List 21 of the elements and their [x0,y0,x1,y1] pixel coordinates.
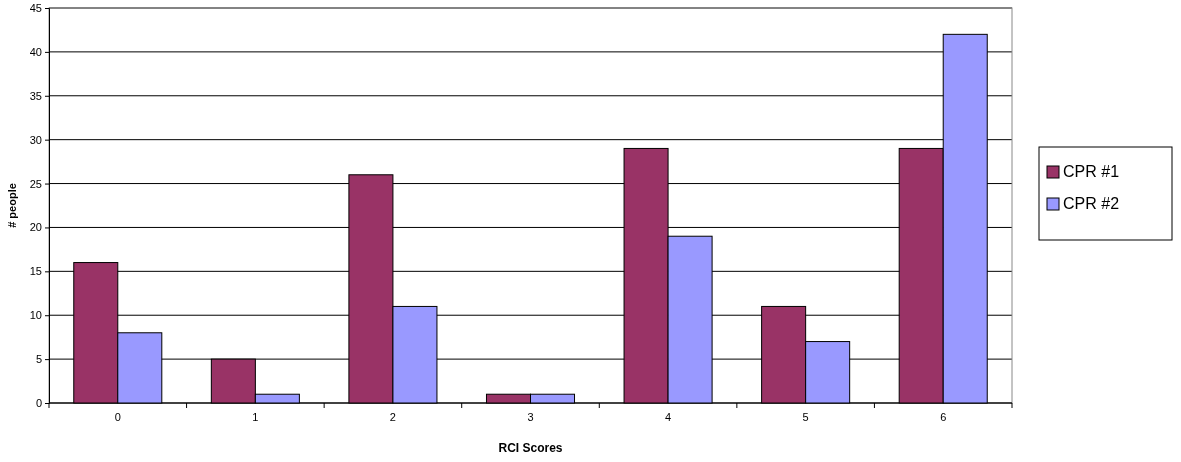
x-tick-label: 4 [665,410,672,423]
y-tick-label: 15 [29,265,42,278]
y-tick-label: 20 [29,221,42,234]
x-tick-label: 3 [527,410,534,423]
x-tick-label: 5 [802,410,809,423]
x-tick-label: 6 [940,410,947,423]
y-tick-label: 0 [35,397,42,410]
legend-label: CPR #1 [1063,163,1120,180]
x-tick-label: 2 [389,410,396,423]
y-tick-label: 45 [29,2,42,15]
y-tick-label: 5 [35,353,42,366]
y-tick-label: 35 [29,89,42,102]
x-tick-label: 0 [114,410,121,423]
y-tick-label: 40 [29,45,42,58]
y-tick-label: 10 [29,309,42,322]
x-tick-label: 1 [252,410,259,423]
legend-label: CPR #2 [1063,195,1120,212]
y-axis-title: # people [6,183,18,228]
y-tick-label: 25 [29,177,42,190]
y-tick-label: 30 [29,133,42,146]
x-axis-title: RCI Scores [498,441,563,455]
